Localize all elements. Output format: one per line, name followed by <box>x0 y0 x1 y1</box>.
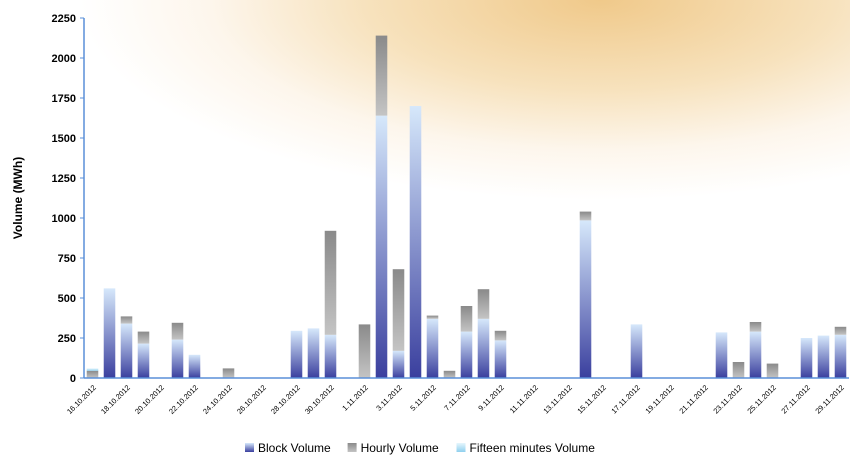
x-tick-label: 18.10.2012 <box>99 383 132 416</box>
bar-hourly <box>86 370 99 378</box>
bar-hourly <box>171 322 184 340</box>
y-tick-label: 1250 <box>52 173 76 185</box>
bar-block <box>630 324 643 378</box>
bar-block <box>477 318 490 378</box>
x-tick-label: 22.10.2012 <box>167 383 200 416</box>
x-tick-label: 19.11.2012 <box>643 383 676 416</box>
legend-entry: Block Volume <box>258 441 331 455</box>
y-tick-label: 1000 <box>52 213 76 225</box>
bar-hourly <box>579 211 592 221</box>
bar-block <box>375 115 388 378</box>
bar-hourly <box>426 315 439 319</box>
x-ticks: 16.10.2012 18.10.2012 20.10.2012 22.10.2012… <box>65 383 846 416</box>
bar-block <box>817 335 830 378</box>
x-tick-label: 7.11.2012 <box>442 383 472 413</box>
legend-swatch <box>245 443 254 452</box>
x-tick-label: 15.11.2012 <box>575 383 608 416</box>
y-tick-label: 1500 <box>52 133 76 145</box>
x-tick-label: 3.11.2012 <box>374 383 404 413</box>
bar-hourly <box>477 289 490 319</box>
x-tick-label: 28.10.2012 <box>269 383 302 416</box>
bar-block <box>715 332 728 378</box>
y-ticks: 0 250 500 750 1000 1250 1500 1750 2000 2250 <box>52 13 84 385</box>
bar-block <box>800 338 813 378</box>
x-tick-label: 11.11.2012 <box>508 383 540 415</box>
bar-hourly <box>222 368 235 378</box>
legend-swatch <box>456 443 466 452</box>
x-tick-label: 23.11.2012 <box>711 383 744 416</box>
legend-swatch <box>347 443 357 452</box>
bar-block <box>494 340 507 378</box>
bar-block <box>749 331 762 378</box>
y-tick-label: 1750 <box>52 93 76 105</box>
legend-entry: Fifteen minutes Volume <box>470 441 596 455</box>
bar-block <box>834 334 847 378</box>
bar-block <box>307 328 320 378</box>
x-tick-label: 13.11.2012 <box>541 383 574 416</box>
bar-hourly <box>375 35 388 116</box>
x-tick-label: 29.11.2012 <box>813 383 846 416</box>
bars <box>86 35 847 378</box>
x-tick-label: 30.10.2012 <box>303 383 336 416</box>
bar-hourly <box>120 316 133 324</box>
bar-block <box>460 331 473 378</box>
bar-hourly <box>732 362 745 378</box>
x-tick-label: 20.10.2012 <box>133 383 166 416</box>
legend: Block Volume Hourly Volume Fifteen minutes… <box>245 441 595 455</box>
y-tick-label: 500 <box>58 293 76 305</box>
bar-block <box>579 220 592 378</box>
bar-block <box>137 343 150 378</box>
y-tick-label: 0 <box>70 373 76 385</box>
bar-block <box>290 330 303 378</box>
bar-block <box>426 318 439 378</box>
bar-block <box>392 350 405 378</box>
y-tick-label: 750 <box>58 253 76 265</box>
x-tick-label: 24.10.2012 <box>201 383 234 416</box>
x-tick-label: 21.11.2012 <box>677 383 710 416</box>
y-tick-label: 2250 <box>52 13 76 25</box>
bar-hourly <box>324 230 337 335</box>
bar-block <box>171 339 184 378</box>
bar-block <box>188 354 201 378</box>
y-tick-label: 2000 <box>52 53 76 65</box>
legend-entry: Hourly Volume <box>361 441 439 455</box>
bar-hourly <box>443 370 456 378</box>
x-tick-label: 27.11.2012 <box>779 383 812 416</box>
bar-block <box>103 288 116 378</box>
x-tick-label: 5.11.2012 <box>408 383 438 413</box>
bar-block <box>120 323 133 378</box>
bar-block <box>324 334 337 378</box>
bar-hourly <box>460 306 473 332</box>
bar-hourly <box>749 322 762 332</box>
bar-fifteen-minutes <box>86 368 99 371</box>
bar-block <box>409 106 422 378</box>
x-tick-label: 1.11.2012 <box>340 383 370 413</box>
bar-hourly <box>392 269 405 351</box>
bar-hourly <box>494 330 507 341</box>
y-tick-label: 250 <box>58 333 76 345</box>
x-tick-label: 17.11.2012 <box>609 383 642 416</box>
x-tick-label: 26.10.2012 <box>235 383 268 416</box>
x-tick-label: 16.10.2012 <box>65 383 98 416</box>
bar-hourly <box>834 326 847 335</box>
x-tick-label: 9.11.2012 <box>476 383 506 413</box>
x-tick-label: 25.11.2012 <box>745 383 778 416</box>
bar-hourly <box>766 363 779 378</box>
y-axis-label: Volume (MWh) <box>11 157 25 239</box>
bar-hourly <box>358 324 371 378</box>
bar-hourly <box>137 331 150 344</box>
